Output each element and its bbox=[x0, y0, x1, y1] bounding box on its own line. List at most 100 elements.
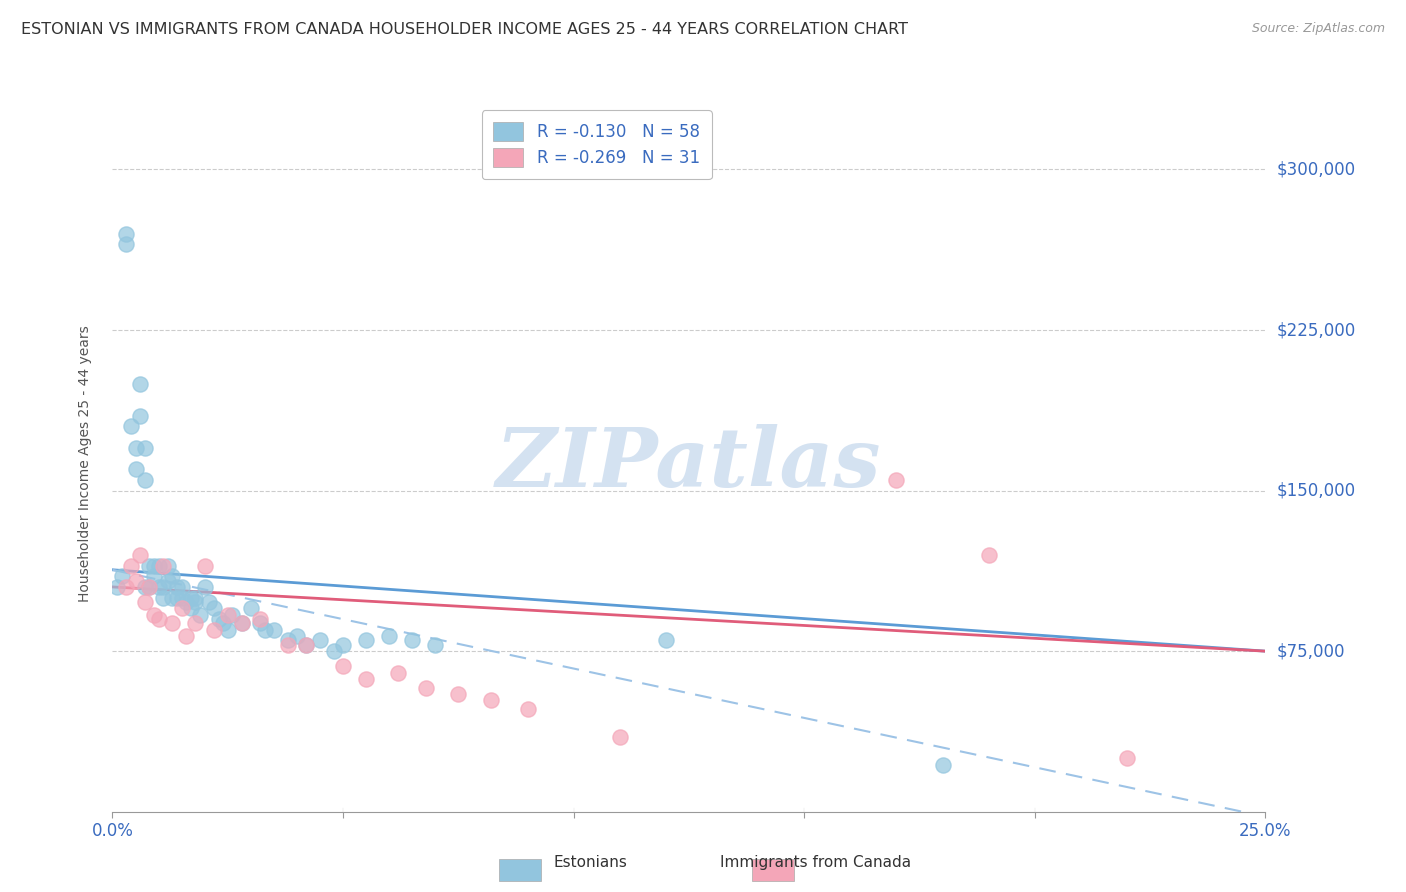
Point bbox=[295, 638, 318, 652]
Y-axis label: Householder Income Ages 25 - 44 years: Householder Income Ages 25 - 44 years bbox=[77, 326, 91, 602]
Point bbox=[221, 607, 243, 622]
Point bbox=[295, 638, 318, 652]
Point bbox=[148, 612, 170, 626]
Point bbox=[217, 623, 239, 637]
Point bbox=[124, 574, 146, 588]
Point bbox=[115, 580, 138, 594]
Text: $75,000: $75,000 bbox=[1277, 642, 1346, 660]
Point bbox=[415, 681, 437, 695]
Text: $300,000: $300,000 bbox=[1277, 161, 1355, 178]
Point bbox=[174, 629, 197, 643]
Point bbox=[124, 462, 146, 476]
Point bbox=[111, 569, 134, 583]
Point bbox=[134, 595, 156, 609]
Point bbox=[207, 612, 229, 626]
Point bbox=[124, 441, 146, 455]
Point bbox=[143, 569, 166, 583]
Point bbox=[152, 580, 174, 594]
Point bbox=[1116, 751, 1139, 765]
Point bbox=[184, 591, 207, 605]
Point bbox=[148, 558, 170, 573]
Point bbox=[217, 607, 239, 622]
Point bbox=[277, 633, 299, 648]
Point bbox=[332, 638, 354, 652]
Point bbox=[212, 616, 235, 631]
Point bbox=[162, 616, 184, 631]
Text: Estonians: Estonians bbox=[554, 855, 627, 870]
Point bbox=[156, 558, 179, 573]
Point bbox=[202, 601, 225, 615]
Point bbox=[277, 638, 299, 652]
Point bbox=[120, 558, 142, 573]
Point bbox=[425, 638, 447, 652]
Point bbox=[188, 607, 211, 622]
Text: Source: ZipAtlas.com: Source: ZipAtlas.com bbox=[1251, 22, 1385, 36]
Point bbox=[156, 574, 179, 588]
Point bbox=[148, 580, 170, 594]
Point bbox=[479, 693, 502, 707]
Point bbox=[322, 644, 344, 658]
Point bbox=[655, 633, 678, 648]
Text: Immigrants from Canada: Immigrants from Canada bbox=[720, 855, 911, 870]
Point bbox=[143, 558, 166, 573]
Point bbox=[180, 601, 202, 615]
Point bbox=[166, 580, 188, 594]
Point bbox=[184, 595, 207, 609]
Point bbox=[138, 580, 160, 594]
Point bbox=[129, 409, 152, 423]
Point bbox=[162, 591, 184, 605]
Text: $150,000: $150,000 bbox=[1277, 482, 1355, 500]
Point bbox=[253, 623, 276, 637]
Point bbox=[152, 591, 174, 605]
Point bbox=[516, 702, 538, 716]
Text: ZIPatlas: ZIPatlas bbox=[496, 424, 882, 504]
Point bbox=[105, 580, 128, 594]
Text: $225,000: $225,000 bbox=[1277, 321, 1355, 339]
Point bbox=[120, 419, 142, 434]
Point bbox=[180, 591, 202, 605]
Point bbox=[977, 548, 1000, 562]
Point bbox=[387, 665, 409, 680]
Point bbox=[143, 607, 166, 622]
Point bbox=[378, 629, 401, 643]
Point bbox=[194, 558, 217, 573]
Point bbox=[231, 616, 253, 631]
Point bbox=[170, 580, 193, 594]
Point bbox=[184, 616, 207, 631]
Point bbox=[170, 591, 193, 605]
Point bbox=[354, 633, 377, 648]
Point bbox=[354, 672, 377, 686]
Point bbox=[134, 473, 156, 487]
Point bbox=[115, 237, 138, 252]
Point bbox=[239, 601, 262, 615]
Point bbox=[194, 580, 217, 594]
Point bbox=[202, 623, 225, 637]
Point bbox=[129, 548, 152, 562]
Point bbox=[138, 580, 160, 594]
Point bbox=[174, 595, 197, 609]
Point bbox=[249, 612, 271, 626]
Point bbox=[931, 757, 953, 772]
Point bbox=[170, 601, 193, 615]
Text: ESTONIAN VS IMMIGRANTS FROM CANADA HOUSEHOLDER INCOME AGES 25 - 44 YEARS CORRELA: ESTONIAN VS IMMIGRANTS FROM CANADA HOUSE… bbox=[21, 22, 908, 37]
Point bbox=[886, 473, 908, 487]
Point bbox=[447, 687, 470, 701]
Point bbox=[138, 558, 160, 573]
Point bbox=[285, 629, 308, 643]
Point bbox=[134, 441, 156, 455]
Point bbox=[162, 569, 184, 583]
Point bbox=[401, 633, 423, 648]
Point bbox=[249, 616, 271, 631]
Point bbox=[152, 558, 174, 573]
Point bbox=[332, 659, 354, 673]
Legend: R = -0.130   N = 58, R = -0.269   N = 31: R = -0.130 N = 58, R = -0.269 N = 31 bbox=[482, 111, 711, 179]
Point bbox=[166, 591, 188, 605]
Point bbox=[115, 227, 138, 241]
Point bbox=[129, 376, 152, 391]
Point bbox=[134, 580, 156, 594]
Point bbox=[263, 623, 285, 637]
Point bbox=[309, 633, 332, 648]
Point bbox=[198, 595, 221, 609]
Point bbox=[231, 616, 253, 631]
Point bbox=[609, 730, 631, 744]
